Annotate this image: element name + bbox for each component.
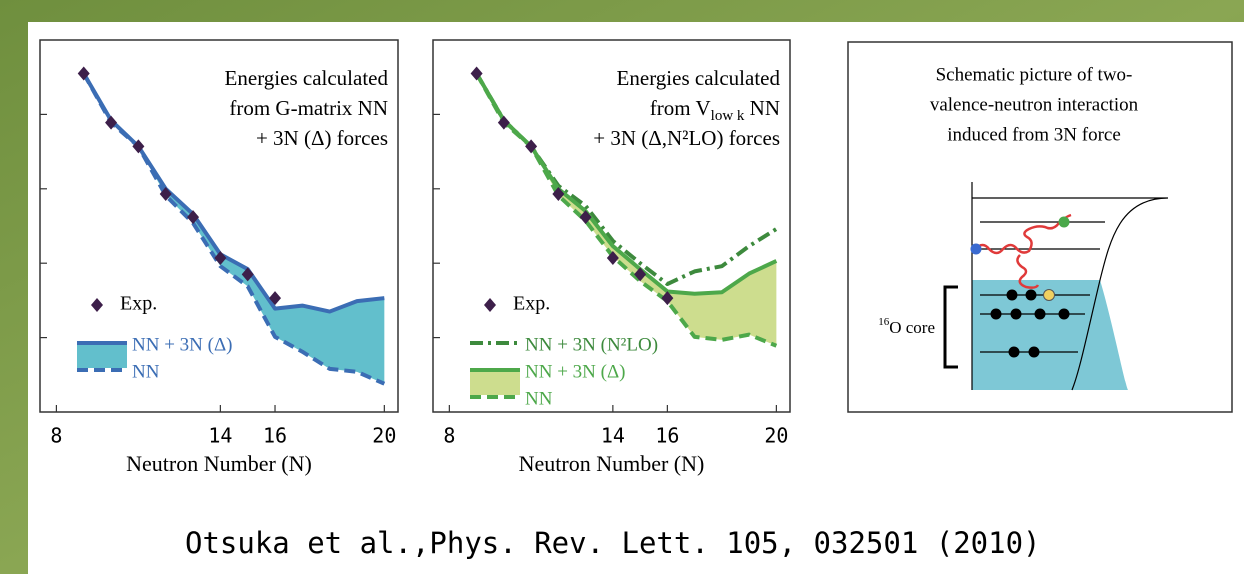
core-label-text: O core: [889, 318, 935, 337]
schematic-caption: valence-neutron interaction: [930, 94, 1139, 115]
marker: [552, 187, 565, 202]
core-bracket: [943, 285, 958, 369]
schematic-caption: induced from 3N force: [947, 124, 1121, 145]
marker: [497, 115, 510, 130]
marker: [661, 291, 674, 306]
legend-band: [77, 343, 127, 368]
marker: [187, 210, 200, 225]
series-line: [474, 72, 778, 348]
legend-label: NN + 3N (Δ): [132, 334, 233, 355]
band: [83, 73, 385, 384]
x-tick-label: 8: [443, 424, 455, 448]
marker: [470, 66, 483, 81]
legend-label: NN: [525, 388, 553, 409]
marker: [132, 139, 145, 154]
marker: [159, 187, 172, 202]
legend-marker: [91, 298, 103, 312]
marker: [105, 115, 118, 130]
x-axis-label: Neutron Number (N): [126, 451, 312, 476]
x-tick-label: 20: [764, 424, 788, 448]
annotation: + 3N (Δ,N²LO) forces: [593, 126, 780, 150]
marker: [634, 267, 647, 282]
x-tick-label: 14: [601, 424, 625, 448]
legend-label: NN: [132, 361, 160, 382]
marker: [269, 291, 282, 306]
annotation-part: from V: [650, 96, 711, 120]
legend-label: Exp.: [513, 293, 550, 315]
core-label-sup: 16: [878, 316, 890, 328]
schematic-caption: Schematic picture of two-: [936, 64, 1133, 85]
core-label: 16O core: [878, 316, 935, 337]
annotation-part: NN: [744, 96, 780, 120]
annotation: from Vlow k NN: [650, 96, 780, 125]
schematic: Schematic picture of two- valence-neutro…: [847, 41, 1233, 413]
x-tick-label: 14: [208, 424, 232, 448]
x-tick-label: 16: [655, 424, 679, 448]
legend-band: [470, 370, 520, 395]
annotation: from G-matrix NN: [229, 96, 388, 120]
x-axis-label: Neutron Number (N): [519, 451, 705, 476]
legend-label: NN + 3N (Δ): [525, 361, 626, 382]
series-line: [81, 72, 386, 386]
x-tick-label: 20: [372, 424, 396, 448]
annotation: + 3N (Δ) forces: [256, 126, 388, 150]
x-tick-label: 8: [50, 424, 62, 448]
marker: [525, 139, 538, 154]
legend-label: NN + 3N (N²LO): [525, 334, 658, 355]
marker: [241, 267, 254, 282]
annotation: Energies calculated: [617, 66, 781, 90]
well-edge: [972, 197, 1169, 391]
core-fill: [972, 280, 1128, 390]
schematic-frame: [847, 41, 1233, 413]
citation: Otsuka et al.,Phys. Rev. Lett. 105, 0325…: [185, 526, 1041, 560]
core-neutrons: [990, 289, 1070, 358]
marker: [606, 250, 619, 265]
interaction: [974, 213, 1072, 289]
marker: [579, 210, 592, 225]
neutron: [970, 243, 982, 255]
plot-frame: [39, 39, 399, 413]
legend-label: Exp.: [120, 293, 157, 315]
core-neutron: [1043, 289, 1055, 301]
plot-frame: [432, 39, 791, 413]
neutron: [1058, 216, 1070, 228]
marker: [214, 250, 227, 265]
x-tick-label: 16: [263, 424, 287, 448]
annotation-sub: low k: [711, 108, 745, 124]
legend-marker: [484, 298, 496, 312]
marker: [77, 66, 90, 81]
band: [476, 73, 777, 346]
annotation: Energies calculated: [225, 66, 389, 90]
